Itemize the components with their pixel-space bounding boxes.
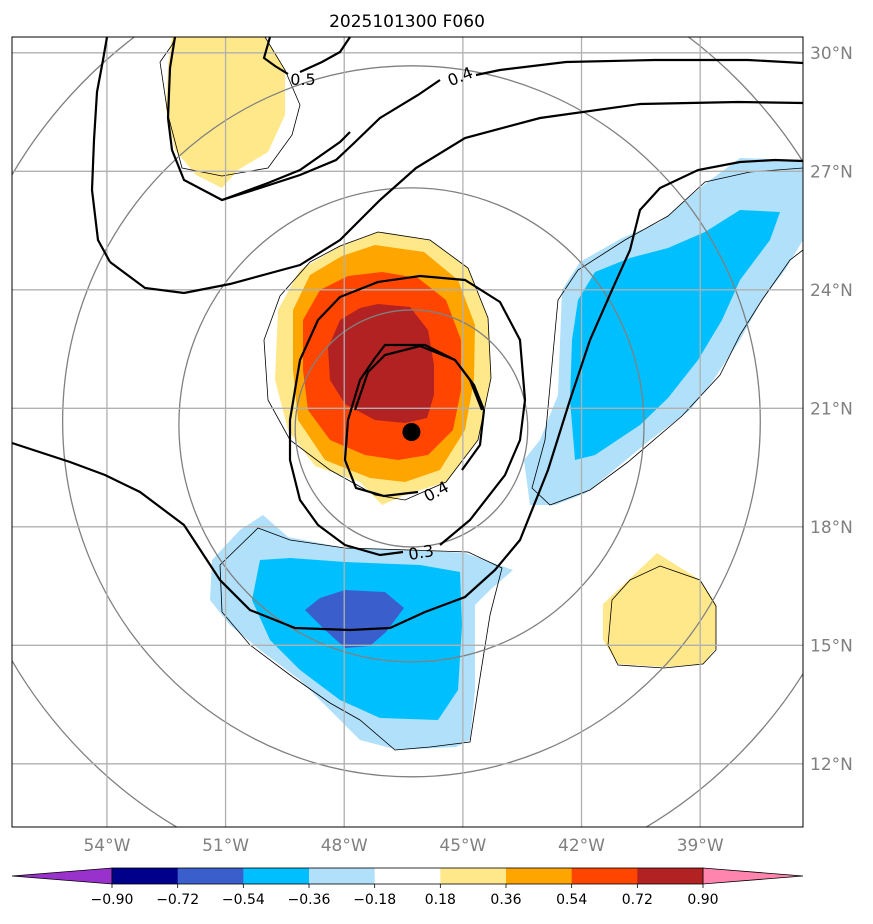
colorbar-segment [243,868,310,884]
fill-east-neg-036 [570,210,780,460]
contour-0.5-lower [166,37,351,202]
thin-contours [159,37,803,751]
colorbar-tick-label: 0.18 [425,892,456,908]
lat-tick-label: 15°N [810,636,853,656]
lat-tick-label: 24°N [810,281,853,301]
contour-0.4-west [109,100,803,295]
colorbar-tick-label: −0.90 [91,892,134,908]
lon-tick-label: 39°W [677,836,724,856]
lat-tick-label: 18°N [810,518,853,538]
map-frame [11,36,804,828]
contour-label: 0.5 [290,70,315,89]
colorbar-segment [177,868,244,884]
contour-0.5-upper [90,37,111,263]
lon-tick-label: 51°W [202,836,249,856]
colorbar-segment [309,868,376,884]
colorbar: −0.90 −0.72 −0.54 −0.36 −0.18 0.18 0.36 0.54 0.7… [11,867,804,908]
lon-tick-label: 42°W [558,836,605,856]
contour-0.4 [343,343,486,498]
contour-0.4-north-b [221,79,441,202]
contour-0.4-north [475,58,803,77]
lat-tick-label: 21°N [810,399,853,419]
fill-south-neg-054 [305,590,404,648]
contour-0.3 [288,274,527,557]
colorbar-segment [571,868,638,884]
colorbar-tick-label: 0.90 [687,892,718,908]
colorbar-tick-label: −0.72 [156,892,199,908]
colorbar-extend-high [702,867,804,885]
fill-warm-072 [328,304,434,423]
lon-tick-labels: 54°W 51°W 48°W 45°W 42°W 39°W [83,836,723,856]
colorbar-extend-low [11,867,113,885]
colorbar-segment [637,868,704,884]
range-rings [12,37,803,827]
gridlines [12,37,803,827]
lon-tick-label: 54°W [83,836,130,856]
colorbar-segment [506,868,573,884]
map-area: 0.5 0.4 0.4 0.3 [12,37,803,827]
colorbar-tick-label: 0.54 [556,892,587,908]
contour-0.5-core [353,344,484,411]
contour-0.3-outer [12,158,803,632]
chart-title: 2025101300 F060 [329,12,485,32]
colorbar-segment [112,868,179,884]
colorbar-frame [111,867,704,885]
range-ring [294,309,529,548]
lat-tick-label: 12°N [810,755,853,775]
colorbar-tick-label: −0.36 [288,892,331,908]
filled-field [166,37,803,750]
colorbar-tick-label: −0.18 [353,892,396,908]
colorbar-tick-label: 0.72 [622,892,653,908]
colorbar-tick-label: 0.36 [490,892,521,908]
contour-label: 0.3 [407,541,435,564]
contour-upper-right [299,37,351,74]
lon-tick-label: 45°W [439,836,486,856]
lon-tick-label: 48°W [321,836,368,856]
range-ring [178,187,645,663]
contour-0.5-upper-small [262,37,289,75]
lat-tick-label: 27°N [810,162,853,182]
thick-contours [12,37,803,632]
lat-tick-labels: 12°N 15°N 18°N 21°N 24°N 27°N 30°N [810,44,853,775]
lat-tick-label: 30°N [810,44,853,64]
colorbar-segment [440,868,507,884]
colorbar-segment [374,868,441,884]
storm-center-marker [402,423,421,441]
colorbar-tick-label: −0.54 [222,892,265,908]
range-ring [61,65,761,778]
